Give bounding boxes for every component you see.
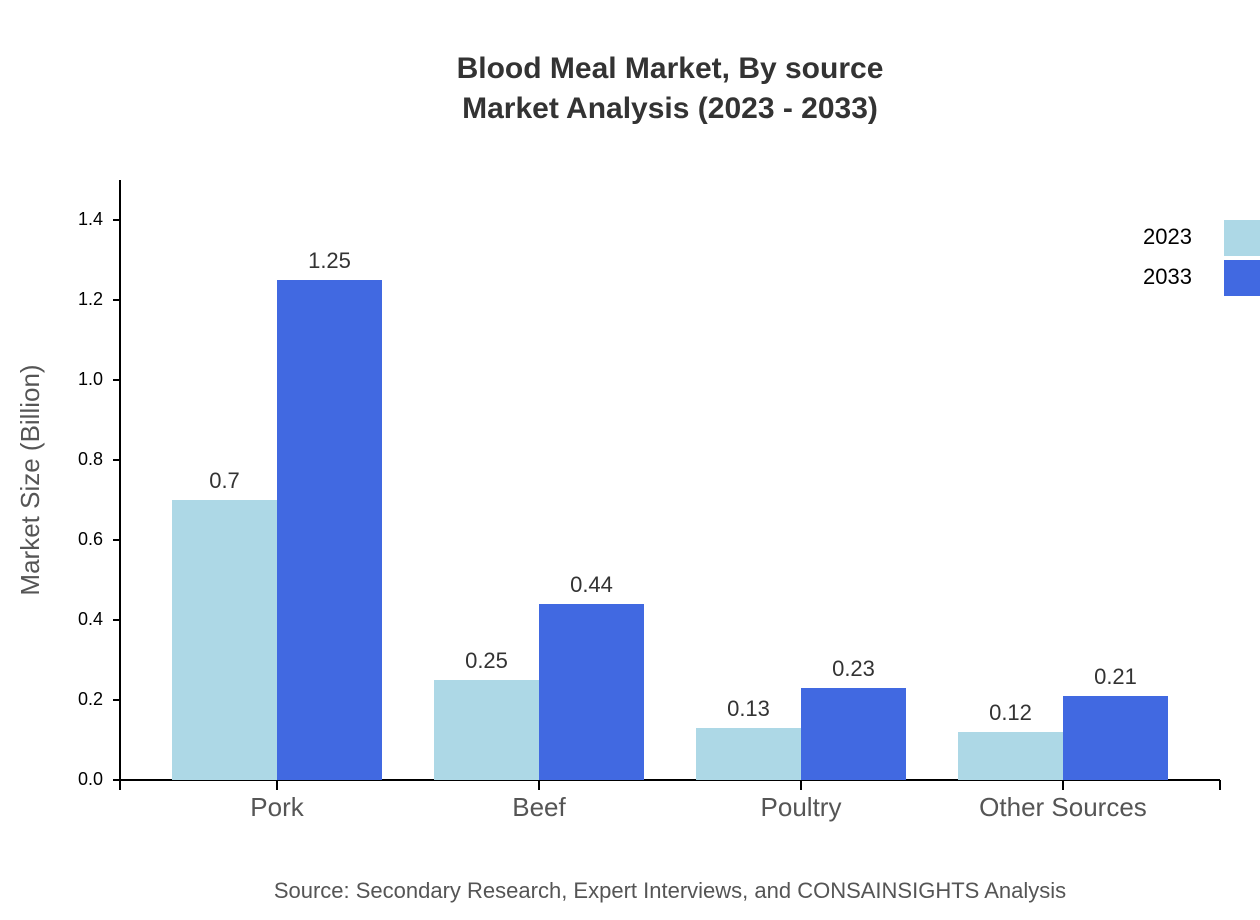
value-label: 0.12 [989,700,1032,725]
bar [696,728,801,780]
x-tick-label: Other Sources [979,792,1147,822]
value-label: 0.44 [570,572,613,597]
bar [539,604,644,780]
bar [801,688,906,780]
legend-label: 2023 [1143,224,1192,249]
value-label: 0.13 [727,696,770,721]
x-tick-label: Poultry [761,792,842,822]
y-axis-label: Market Size (Billion) [15,364,45,595]
y-tick-label: 0.6 [78,529,103,549]
chart-title: Blood Meal Market, By source [457,52,884,85]
legend-swatch [1224,220,1260,256]
source-note: Source: Secondary Research, Expert Inter… [274,878,1066,903]
bar [1063,696,1168,780]
value-label: 0.25 [465,648,508,673]
y-tick-label: 0.2 [78,689,103,709]
value-label: 0.21 [1094,664,1137,689]
bar [277,280,382,780]
y-tick-label: 1.0 [78,369,103,389]
value-label: 0.23 [832,656,875,681]
value-label: 0.7 [209,468,240,493]
legend-swatch [1224,260,1260,296]
bar [958,732,1063,780]
y-tick-label: 0.4 [78,609,103,629]
y-tick-label: 1.2 [78,289,103,309]
y-tick-label: 0.8 [78,449,103,469]
chart-subtitle: Market Analysis (2023 - 2033) [462,92,878,125]
legend-label: 2033 [1143,264,1192,289]
x-tick-label: Beef [512,792,566,822]
x-tick-label: Pork [250,792,304,822]
y-tick-label: 0.0 [78,769,103,789]
bar [172,500,277,780]
bar [434,680,539,780]
value-label: 1.25 [308,248,351,273]
y-tick-label: 1.4 [78,209,103,229]
